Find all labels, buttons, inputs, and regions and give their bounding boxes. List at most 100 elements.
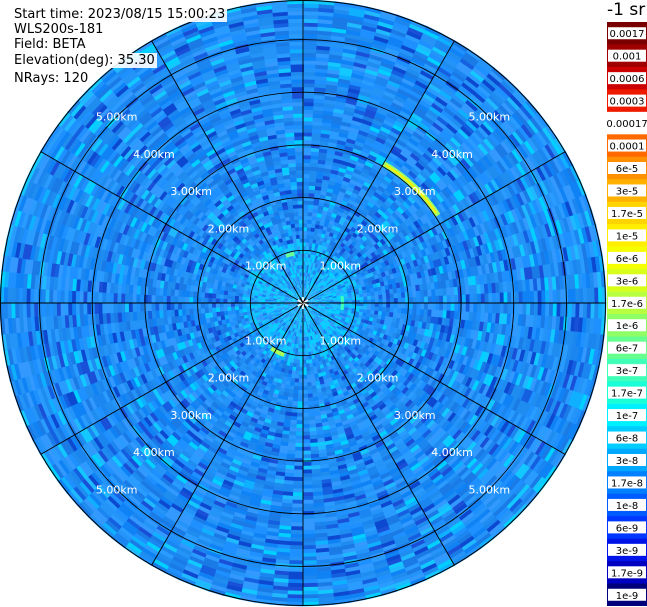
- radar-cell: [341, 212, 349, 219]
- radar-cell: [484, 76, 500, 90]
- radar-cell: [293, 469, 303, 474]
- radar-cell: [362, 289, 367, 294]
- radar-cell: [316, 295, 322, 298]
- radar-cell: [376, 24, 394, 34]
- radar-cell: [420, 205, 430, 215]
- radar-cell: [532, 278, 538, 292]
- radar-cell: [401, 164, 411, 174]
- radar-cell: [331, 290, 336, 294]
- radar-cell: [317, 163, 326, 169]
- radar-cell: [573, 229, 582, 246]
- radar-cell: [394, 226, 402, 235]
- radar-cell: [347, 18, 365, 26]
- radar-cell: [406, 67, 421, 78]
- radar-cell: [525, 187, 536, 203]
- radar-cell: [313, 289, 318, 293]
- radar-cell: [398, 231, 406, 240]
- radar-cell: [389, 288, 394, 295]
- radar-cell: [555, 155, 568, 172]
- radar-cell: [399, 203, 408, 213]
- radar-cell: [362, 75, 377, 84]
- radar-cell: [309, 281, 313, 286]
- radar-cell: [502, 155, 514, 170]
- radar-cell: [309, 298, 314, 301]
- radar-cell: [389, 130, 401, 140]
- radar-cell: [394, 120, 407, 130]
- radar-cell: [359, 86, 373, 95]
- radar-cell: [444, 228, 453, 239]
- radar-cell: [310, 301, 315, 303]
- radar-cell: [360, 122, 372, 130]
- radar-cell: [467, 206, 476, 218]
- radar-cell: [309, 297, 314, 300]
- radar-cell: [435, 295, 440, 304]
- radar-cell: [369, 313, 375, 319]
- radar-cell: [532, 133, 546, 150]
- radar-cell: [382, 236, 390, 244]
- radar-cell: [594, 333, 601, 352]
- radar-cell: [477, 173, 488, 187]
- radar-cell: [303, 143, 312, 148]
- radar-cell: [358, 290, 364, 295]
- radar-cell: [389, 32, 406, 42]
- radar-cell: [314, 304, 319, 307]
- radar-cell: [393, 303, 399, 309]
- radar-cell: [535, 166, 547, 182]
- radar-cell: [598, 303, 603, 320]
- radar-cell: [511, 221, 520, 235]
- radar-cell: [522, 243, 530, 257]
- radar-cell: [584, 210, 593, 228]
- radar-cell: [340, 183, 349, 190]
- radar-cell: [394, 18, 412, 28]
- radar-cell: [336, 295, 341, 298]
- radar-cell: [371, 303, 376, 308]
- radar-cell: [352, 147, 363, 155]
- radar-cell: [366, 201, 375, 209]
- radar-cell: [421, 232, 429, 242]
- radar-cell: [301, 586, 319, 592]
- radar-cell: [555, 219, 564, 236]
- radar-cell: [414, 236, 422, 245]
- radar-cell: [317, 287, 321, 292]
- radar-cell: [495, 282, 501, 294]
- radar-cell: [529, 214, 538, 229]
- radar-cell: [298, 386, 303, 391]
- radar-cell: [318, 224, 324, 230]
- radar-cell: [412, 303, 417, 310]
- radar-cell: [314, 75, 328, 81]
- radar-cell: [529, 228, 538, 243]
- radar-cell: [347, 198, 356, 206]
- radar-cell: [533, 240, 541, 255]
- radar-cell: [357, 284, 362, 289]
- radar-cell: [326, 289, 332, 293]
- radar-cell: [319, 140, 330, 146]
- radar-cell: [526, 242, 534, 256]
- radar-cell: [429, 125, 443, 136]
- radar-cell: [341, 156, 351, 163]
- radar-cell: [418, 121, 431, 132]
- radar-cell: [509, 181, 520, 196]
- radar-cell: [375, 75, 390, 85]
- radar-cell: [478, 254, 486, 266]
- radar-cell: [416, 102, 430, 113]
- radar-cell: [311, 287, 316, 292]
- radar-cell: [523, 140, 536, 156]
- radar-cell: [327, 282, 332, 287]
- radar-cell: [307, 219, 313, 224]
- radar-cell: [365, 313, 371, 318]
- radar-cell: [323, 283, 328, 288]
- radar-cell: [349, 7, 367, 15]
- radar-cell: [437, 241, 445, 251]
- radar-cell: [441, 59, 457, 72]
- radar-cell: [430, 218, 439, 228]
- radar-cell: [471, 191, 481, 204]
- radar-cell: [392, 65, 408, 75]
- radar-cell: [306, 230, 311, 236]
- radar-cell: [398, 276, 404, 283]
- radar-cell: [316, 167, 325, 173]
- radar-cell: [518, 244, 526, 258]
- radar-cell: [510, 313, 516, 327]
- radar-cell: [374, 299, 380, 304]
- radar-cell: [302, 484, 313, 489]
- radar-cell: [383, 175, 393, 184]
